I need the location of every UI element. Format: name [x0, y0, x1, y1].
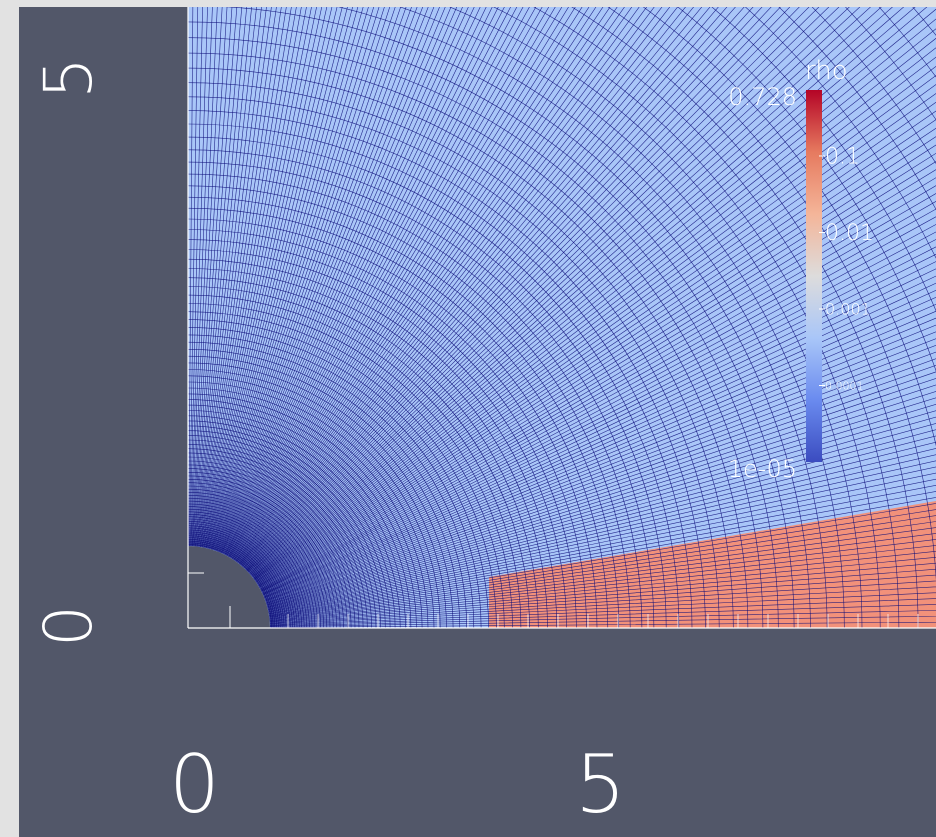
colorbar-gradient — [806, 90, 822, 462]
colorbar: rho 0.728 1e-05 0.1 0.01 0.001 0.0001 — [728, 56, 874, 483]
cylinder-body — [188, 546, 270, 628]
y-tick-label-5: 5 — [30, 57, 107, 99]
colorbar-ticks — [819, 155, 825, 386]
x-tick-label-5: 5 — [575, 738, 626, 831]
colorbar-tick-label: 0.01 — [825, 221, 874, 246]
y-tick-label-0: 0 — [30, 605, 107, 647]
colorbar-tick-label: 0.1 — [825, 145, 860, 170]
colorbar-max-label: 0.728 — [728, 83, 797, 111]
colorbar-title: rho — [805, 56, 848, 86]
mesh-radial-lines — [188, 7, 936, 628]
x-tick-label-0: 0 — [169, 738, 220, 831]
shock-region — [489, 501, 936, 628]
mesh-arc-lines — [188, 7, 936, 628]
colorbar-tick-label: 0.0001 — [825, 379, 864, 392]
colorbar-tick-labels: 0.1 0.01 0.001 0.0001 — [825, 145, 874, 393]
colorbar-min-label: 1e-05 — [728, 455, 797, 483]
render-viewport[interactable]: rho 0.728 1e-05 0.1 0.01 0.001 0.0001 5 0 0… — [19, 7, 936, 837]
mesh-scene: rho 0.728 1e-05 0.1 0.01 0.001 0.0001 — [187, 7, 936, 629]
colorbar-tick-label: 0.001 — [825, 300, 871, 319]
mesh-grid — [188, 7, 936, 628]
axis-ticks — [188, 572, 231, 628]
